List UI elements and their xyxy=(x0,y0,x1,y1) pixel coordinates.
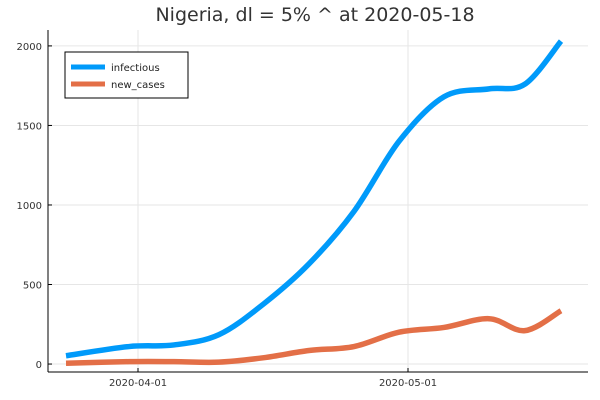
x-tick-label: 2020-04-01 xyxy=(109,378,167,389)
series-lines xyxy=(65,39,564,366)
legend-label-new-cases: new_cases xyxy=(111,80,165,91)
tick-labels: 0 500 1000 1500 2000 2020-04-01 2020-05-01 xyxy=(17,42,438,389)
y-tick-label: 1500 xyxy=(17,121,42,132)
y-tick-label: 1000 xyxy=(17,201,42,212)
y-tick-label: 0 xyxy=(36,360,42,371)
legend: infectious new_cases xyxy=(64,51,189,99)
series-line-new-cases xyxy=(65,308,563,366)
y-tick-label: 2000 xyxy=(17,42,42,53)
axes xyxy=(47,30,588,373)
series-line-infectious xyxy=(65,39,564,359)
y-tick-label: 500 xyxy=(23,281,42,292)
legend-label-infectious: infectious xyxy=(111,63,160,74)
x-tick-label: 2020-05-01 xyxy=(379,378,437,389)
chart-title: Nigeria, dl = 5% ^ at 2020-05-18 xyxy=(155,4,474,26)
legend-box xyxy=(64,51,189,99)
